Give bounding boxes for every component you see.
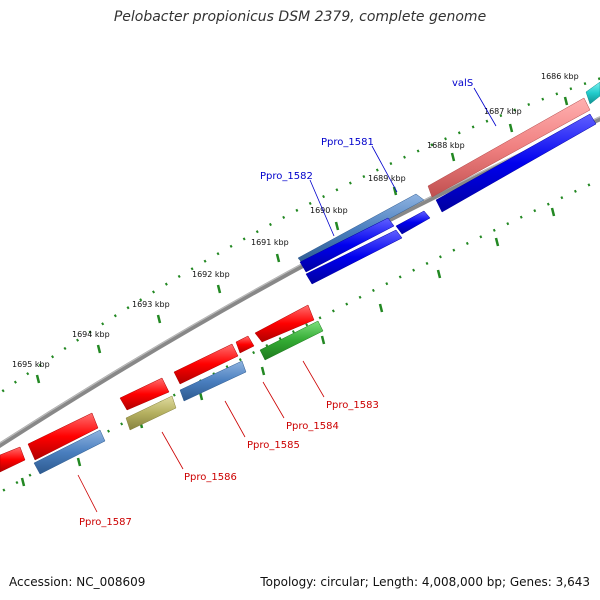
gene-ppro1585-cds[interactable] — [173, 343, 239, 385]
accession-text: Accession: NC_008609 — [9, 575, 146, 589]
kbp-label: 1687 kbp — [484, 107, 522, 116]
outer-tick-ring — [0, 77, 600, 395]
gene-ppro1584-cds[interactable] — [235, 335, 255, 354]
kbp-label: 1690 kbp — [310, 206, 348, 215]
kbp-label: 1695 kbp — [12, 360, 50, 369]
kbp-label: 1689 kbp — [368, 174, 406, 183]
gene-label-ppro1581[interactable]: Ppro_1581 — [321, 137, 374, 148]
reverse-genes — [0, 304, 324, 475]
kbp-label: 1692 kbp — [192, 270, 230, 279]
gene-left-edge-cds[interactable] — [0, 446, 26, 473]
gene-cyan-feature[interactable] — [585, 81, 600, 105]
inner-tick-ring — [0, 178, 600, 494]
gene-label-ppro1586[interactable]: Ppro_1586 — [184, 472, 237, 483]
gene-label-vals[interactable]: valS — [452, 78, 473, 89]
label-leaders — [77, 87, 497, 513]
genome-summary-text: Topology: circular; Length: 4,008,000 bp… — [260, 575, 590, 589]
gene-ppro1586-cds[interactable] — [119, 377, 170, 411]
forward-genes — [297, 81, 600, 285]
gene-ppro1587-cds[interactable] — [27, 412, 99, 461]
gene-label-ppro1582[interactable]: Ppro_1582 — [260, 171, 313, 182]
gene-vals-cds[interactable] — [435, 113, 597, 213]
gene-ppro1585-feature[interactable] — [179, 360, 247, 402]
kbp-label: 1694 kbp — [72, 330, 110, 339]
gene-ppro1583-feature[interactable] — [259, 320, 324, 361]
gene-label-ppro1584[interactable]: Ppro_1584 — [286, 421, 339, 432]
gene-labels: valS Ppro_1581 Ppro_1582 Ppro_1583 Ppro_… — [79, 78, 473, 528]
kbp-labels: 1686 kbp 1687 kbp 1688 kbp 1689 kbp 1690… — [12, 72, 579, 369]
gene-label-ppro1583[interactable]: Ppro_1583 — [326, 400, 379, 411]
gene-label-ppro1585[interactable]: Ppro_1585 — [247, 440, 300, 451]
gene-label-ppro1587[interactable]: Ppro_1587 — [79, 517, 132, 528]
gene-ppro1581-cds[interactable] — [395, 210, 431, 235]
kbp-label: 1691 kbp — [251, 238, 289, 247]
gene-ppro1587-feature[interactable] — [33, 429, 106, 475]
gene-ppro1582-cds[interactable] — [299, 217, 395, 273]
gene-ppro1582-cds-lower[interactable] — [305, 229, 403, 285]
kbp-label: 1686 kbp — [541, 72, 579, 81]
gene-ppro1583-cds[interactable] — [254, 304, 315, 343]
kbp-label: 1693 kbp — [132, 300, 170, 309]
kbp-label: 1688 kbp — [427, 141, 465, 150]
outer-major-ticks — [35, 96, 569, 384]
gene-vals-feature[interactable] — [427, 97, 591, 198]
map-title: Pelobacter propionicus DSM 2379, complet… — [113, 9, 487, 25]
gene-ppro1586-feature[interactable] — [125, 395, 177, 431]
